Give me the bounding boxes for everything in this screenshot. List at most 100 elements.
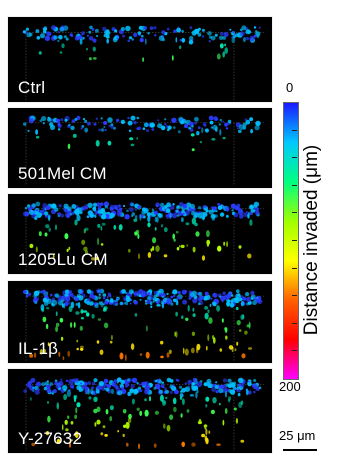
cell-dot xyxy=(254,297,257,300)
cell-dot xyxy=(232,386,237,391)
cell-dot xyxy=(159,394,164,402)
cell-dot xyxy=(64,210,68,213)
colorbar-tick xyxy=(292,267,297,269)
cell-dot xyxy=(130,384,135,389)
cell-dot xyxy=(171,212,178,219)
cell-dot xyxy=(103,322,109,329)
cell-dot xyxy=(88,36,94,41)
cell-dot xyxy=(37,388,40,391)
cell-dot xyxy=(46,388,52,394)
cell-dot xyxy=(76,347,79,351)
cell-dot xyxy=(76,115,81,120)
cell-dot xyxy=(84,119,88,123)
cell-dot xyxy=(191,217,197,225)
cell-cloud xyxy=(22,288,264,361)
cell-dot xyxy=(232,30,236,34)
cell-dot xyxy=(192,298,198,304)
cell-dot xyxy=(32,299,35,302)
cell-dot xyxy=(166,27,170,31)
cell-dot xyxy=(100,209,105,213)
cell-dot xyxy=(246,302,250,306)
cell-dot xyxy=(125,421,130,429)
cell-dot xyxy=(181,30,184,33)
cell-dot xyxy=(165,208,171,213)
cell-dot xyxy=(131,38,134,41)
cell-dot xyxy=(215,209,218,213)
cell-dot xyxy=(253,390,256,394)
cell-dot xyxy=(96,419,101,425)
cell-dot xyxy=(67,143,71,150)
cell-dot xyxy=(216,53,221,60)
cell-dot xyxy=(133,218,138,222)
cell-dot xyxy=(202,212,208,217)
cell-dot xyxy=(198,212,203,219)
cell-dot xyxy=(163,227,168,233)
colorbar-tick xyxy=(292,295,297,297)
cell-dot xyxy=(237,209,244,216)
cell-dot xyxy=(29,353,34,358)
cell-dot xyxy=(230,299,234,303)
cell-dot xyxy=(75,302,79,306)
cell-dot xyxy=(72,378,76,382)
cell-dot xyxy=(43,29,47,34)
cell-dot xyxy=(63,394,67,401)
cell-dot xyxy=(53,35,58,40)
cell-dot xyxy=(237,129,242,133)
cell-dot xyxy=(173,126,176,129)
cell-dot xyxy=(166,352,170,358)
cell-dot xyxy=(162,400,166,404)
panel-1205lu-cm: 1205Lu CM xyxy=(7,193,273,275)
cell-dot xyxy=(215,390,219,394)
cell-dot xyxy=(125,25,131,32)
cell-dot xyxy=(219,129,222,136)
cell-dot xyxy=(96,34,99,38)
cell-dot xyxy=(210,35,216,41)
cell-dot xyxy=(61,43,65,49)
cell-dot xyxy=(93,122,97,126)
cell-dot xyxy=(103,33,107,38)
cell-dot xyxy=(92,38,97,43)
cell-dot xyxy=(131,212,136,216)
cell-dot xyxy=(250,290,255,296)
cell-dot xyxy=(222,378,228,383)
cell-dot xyxy=(45,323,49,330)
cell-dot xyxy=(70,322,73,328)
cell-dot xyxy=(50,203,57,209)
cell-dot xyxy=(98,381,104,387)
cell-dot xyxy=(100,117,103,120)
cell-dot xyxy=(225,335,228,340)
cell-dot xyxy=(150,301,153,306)
cell-dot xyxy=(131,398,135,405)
cell-dot xyxy=(240,383,245,388)
cell-dot xyxy=(120,119,126,125)
cell-dot xyxy=(207,334,210,342)
cell-dot xyxy=(81,125,85,128)
cell-dot xyxy=(96,302,99,306)
cell-dot xyxy=(144,398,147,402)
cell-dot xyxy=(75,407,78,414)
cell-dot xyxy=(198,418,202,425)
cell-dot xyxy=(42,122,45,125)
cell-dot xyxy=(180,120,184,125)
cell-dot xyxy=(228,291,233,296)
cell-dot xyxy=(184,290,188,293)
cell-dot xyxy=(229,28,232,31)
cell-dot xyxy=(44,35,51,41)
cell-dot xyxy=(191,442,196,447)
cell-dot xyxy=(100,301,104,308)
cell-dot xyxy=(176,296,179,299)
cell-dot xyxy=(104,205,108,209)
cell-dot xyxy=(180,244,185,249)
cell-dot xyxy=(51,303,55,307)
cell-dot xyxy=(57,214,61,218)
cell-dot xyxy=(222,419,225,426)
cell-dot xyxy=(191,148,195,152)
cell-dot xyxy=(105,387,110,392)
cell-dot xyxy=(166,297,171,302)
cell-dot xyxy=(191,331,195,336)
cell-dot xyxy=(219,348,223,352)
cell-dot xyxy=(195,391,198,399)
cell-dot xyxy=(204,295,208,299)
cell-dot xyxy=(201,127,204,134)
cell-dot xyxy=(94,212,98,215)
